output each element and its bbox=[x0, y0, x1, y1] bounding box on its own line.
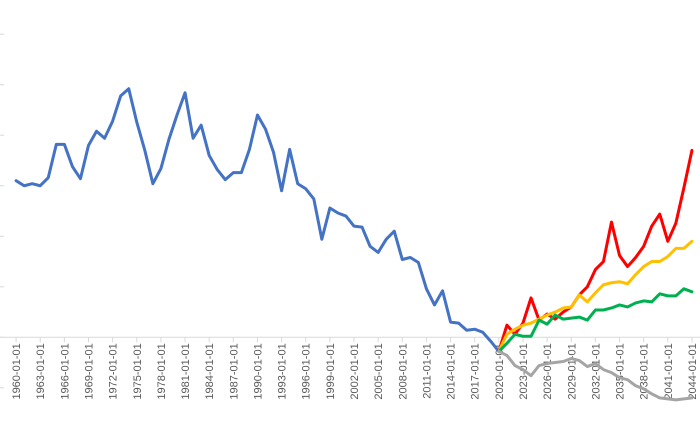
x-tick-label: 2041-01-01 bbox=[663, 343, 675, 399]
x-tick-label: 2035-01-01 bbox=[615, 343, 627, 399]
x-tick-label: 1972-01-01 bbox=[108, 343, 120, 399]
x-tick-label: 1975-01-01 bbox=[132, 343, 144, 399]
x-tick-label: 1960-01-01 bbox=[11, 343, 23, 399]
series-line-1 bbox=[14, 87, 501, 353]
x-tick-label: 1999-01-01 bbox=[325, 343, 337, 399]
x-tick-label: 1993-01-01 bbox=[277, 343, 289, 399]
x-tick-label: 1984-01-01 bbox=[204, 343, 216, 399]
x-tick-label: 2032-01-01 bbox=[590, 343, 602, 399]
x-tick-label: 2014-01-01 bbox=[446, 343, 458, 399]
x-tick-label: 2029-01-01 bbox=[566, 343, 578, 399]
x-tick-label: 1969-01-01 bbox=[84, 343, 96, 399]
x-tick-label: 1963-01-01 bbox=[35, 343, 47, 399]
series-line-3 bbox=[497, 239, 694, 353]
x-tick-label: 1966-01-01 bbox=[59, 343, 71, 399]
x-tick-label: 2005-01-01 bbox=[373, 343, 385, 399]
x-tick-label: 2011-01-01 bbox=[421, 343, 433, 398]
x-tick-label: 1987-01-01 bbox=[228, 343, 240, 399]
series-line-5 bbox=[497, 349, 694, 402]
x-tick-label: 2008-01-01 bbox=[397, 343, 409, 399]
x-tick-label: 2020-01-01 bbox=[494, 343, 506, 399]
x-tick-label: 1981-01-01 bbox=[180, 343, 192, 399]
x-axis-ticks: 1960-01-01 1963-01-01 1966-01-01 1969-01-01… bbox=[11, 337, 699, 400]
series-line-2 bbox=[497, 148, 694, 353]
x-tick-label: 1978-01-01 bbox=[156, 343, 168, 399]
x-tick-label: 2044-01-01 bbox=[687, 343, 699, 399]
x-tick-label: 2017-01-01 bbox=[470, 343, 482, 399]
x-tick-label: 1990-01-01 bbox=[252, 343, 264, 399]
x-tick-label: 2038-01-01 bbox=[639, 343, 651, 399]
x-tick-label: 1996-01-01 bbox=[301, 343, 313, 399]
series-line-4 bbox=[497, 287, 694, 353]
y-axis-ticks bbox=[0, 33, 4, 389]
x-tick-label: 2026-01-01 bbox=[542, 343, 554, 399]
series-group bbox=[14, 87, 694, 402]
x-tick-label: 2002-01-01 bbox=[349, 343, 361, 399]
